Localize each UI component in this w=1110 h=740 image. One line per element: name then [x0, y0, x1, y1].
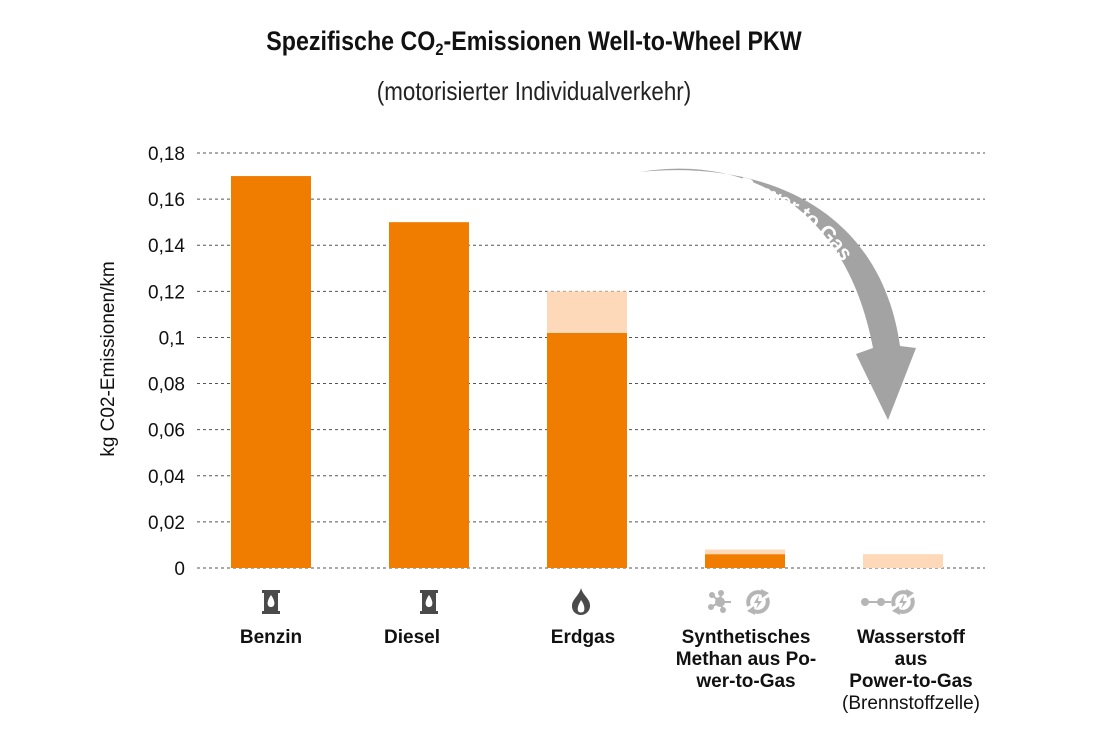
chart-subtitle: (motorisierter Individualverkehr): [376, 76, 692, 106]
category-label: wer-to-Gas: [695, 671, 795, 692]
methane-power-to-gas-icon: [708, 589, 770, 615]
y-axis-ticks: 0 0,02 0,04 0,06 0,08 0,1 0,12 0,14 0,16 0,18: [148, 144, 185, 580]
y-tick-label: 0,08: [148, 375, 185, 396]
curved-arrow-icon: [640, 168, 916, 420]
bar-segment: [705, 549, 785, 555]
hydrogen-power-to-gas-icon: [861, 589, 915, 615]
category-label: Methan aus Po-: [676, 649, 816, 670]
y-tick-label: 0,14: [148, 236, 185, 257]
category-label: Wasserstoff: [857, 627, 966, 648]
category-label: Synthetisches: [682, 627, 811, 648]
category-sublabel: (Brennstoffzelle): [842, 693, 980, 714]
fuel-canister-icon: [420, 590, 438, 614]
bar-segment: [863, 554, 943, 568]
bar-segment: [547, 291, 627, 333]
y-tick-label: 0,02: [148, 513, 185, 534]
chart-title: Spezifische CO2-Emissionen Well-to-Wheel…: [266, 26, 802, 59]
category-label: Diesel: [384, 627, 440, 648]
y-tick-label: 0,1: [159, 328, 185, 349]
y-tick-label: 0: [174, 559, 185, 580]
fuel-canister-icon: [262, 590, 280, 614]
bars: [231, 176, 943, 569]
arrow-label: Power to Gas: [737, 173, 857, 265]
y-tick-label: 0,06: [148, 421, 185, 442]
y-tick-label: 0,12: [148, 282, 185, 303]
category-label: Power-to-Gas: [849, 671, 973, 692]
flame-icon: [572, 588, 591, 615]
category-label: aus: [895, 649, 928, 670]
bar-segment: [389, 222, 469, 568]
category-icons: [262, 588, 915, 615]
bar-segment: [705, 554, 785, 568]
power-to-gas-arrow: Power to Gas: [640, 168, 916, 420]
category-label: Benzin: [240, 627, 302, 648]
y-axis-label: kg C02-Emissionen/km: [98, 261, 119, 456]
y-tick-label: 0,04: [148, 467, 185, 488]
y-tick-label: 0,16: [148, 190, 185, 211]
bar-segment: [231, 176, 311, 569]
bar-segment: [547, 332, 627, 568]
y-tick-label: 0,18: [148, 144, 185, 165]
category-label: Erdgas: [551, 627, 615, 648]
